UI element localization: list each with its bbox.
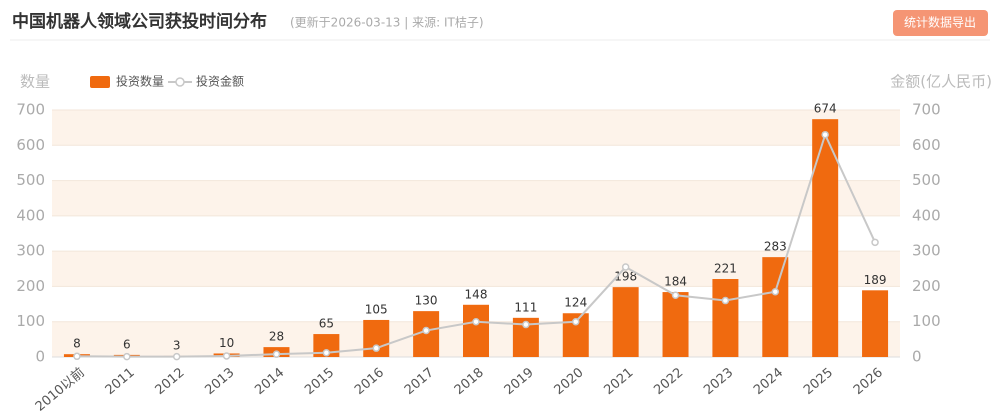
chart-title: 中国机器人领域公司获投时间分布: [12, 11, 267, 32]
bar-value-label: 28: [269, 330, 284, 344]
bar-value-label: 105: [365, 302, 388, 316]
bar: [712, 279, 739, 357]
bar: [762, 257, 789, 357]
line-point: [123, 352, 131, 361]
y-tick-label: 700: [16, 101, 45, 119]
bar: [862, 290, 889, 357]
grid-band: [52, 110, 900, 146]
bar: [662, 292, 689, 357]
line-point: [322, 349, 331, 357]
y2-axis-title: 金额(亿人民币): [890, 73, 992, 91]
y-axis-title: 数量: [20, 73, 50, 91]
line-point: [172, 352, 181, 361]
export-button[interactable]: [893, 10, 988, 36]
y2-tick-label: 400: [912, 206, 941, 224]
line-point: [372, 344, 380, 352]
y2-tick-label: 0: [912, 348, 922, 366]
bar-value-label: 111: [514, 300, 537, 314]
y-tick-label: 500: [16, 171, 45, 189]
line-point: [422, 326, 430, 335]
line-point: [472, 317, 480, 326]
grid-band: [52, 180, 900, 216]
bar-value-label: 8: [73, 337, 81, 351]
y-tick-label: 200: [16, 277, 45, 295]
bar-value-label: 148: [465, 287, 488, 301]
legend-label: 投资数量: [116, 74, 164, 89]
y-tick-label: 300: [16, 242, 45, 260]
line-point: [721, 296, 730, 305]
y2-tick-label: 200: [912, 277, 941, 295]
line-point: [522, 320, 530, 329]
bar-value-label: 221: [714, 262, 737, 276]
y-tick-label: 400: [16, 206, 45, 224]
bar-value-label: 10: [219, 336, 234, 350]
y2-tick-label: 600: [912, 136, 941, 154]
line-point: [272, 350, 281, 358]
legend-swatch: [175, 77, 185, 87]
bar: [463, 304, 489, 357]
bar-value-label: 3: [173, 338, 181, 352]
line-point: [871, 238, 879, 247]
legend-swatch: [90, 76, 110, 88]
bar-value-label: 124: [564, 296, 587, 310]
y2-tick-label: 700: [912, 101, 941, 119]
y-tick-label: 0: [35, 348, 45, 366]
y-tick-label: 100: [16, 312, 45, 330]
bar: [612, 287, 639, 357]
grid-band: [52, 251, 900, 287]
line-point: [222, 352, 231, 360]
line-point: [73, 352, 81, 361]
chart-subtitle: (更新于2026-03-13 | 来源: IT桔子): [290, 15, 484, 30]
bar-value-label: 6: [123, 337, 131, 351]
bar-value-label: 189: [864, 273, 887, 287]
line-point: [671, 291, 680, 299]
bar-value-label: 674: [814, 102, 837, 116]
y2-tick-label: 300: [912, 242, 941, 260]
y2-tick-label: 500: [912, 171, 941, 189]
y-tick-label: 600: [16, 136, 45, 154]
export-button-label[interactable]: 统计数据导出: [904, 15, 976, 30]
bar-value-label: 184: [664, 275, 687, 289]
bar-value-label: 65: [319, 317, 334, 331]
legend-label: 投资金额: [196, 74, 244, 89]
line-point: [821, 130, 829, 139]
line-point: [771, 287, 780, 296]
line-point: [621, 263, 630, 271]
line-point: [572, 317, 580, 326]
bar-value-label: 130: [415, 294, 438, 308]
bar-value-label: 283: [764, 240, 787, 254]
y2-tick-label: 100: [912, 312, 941, 330]
